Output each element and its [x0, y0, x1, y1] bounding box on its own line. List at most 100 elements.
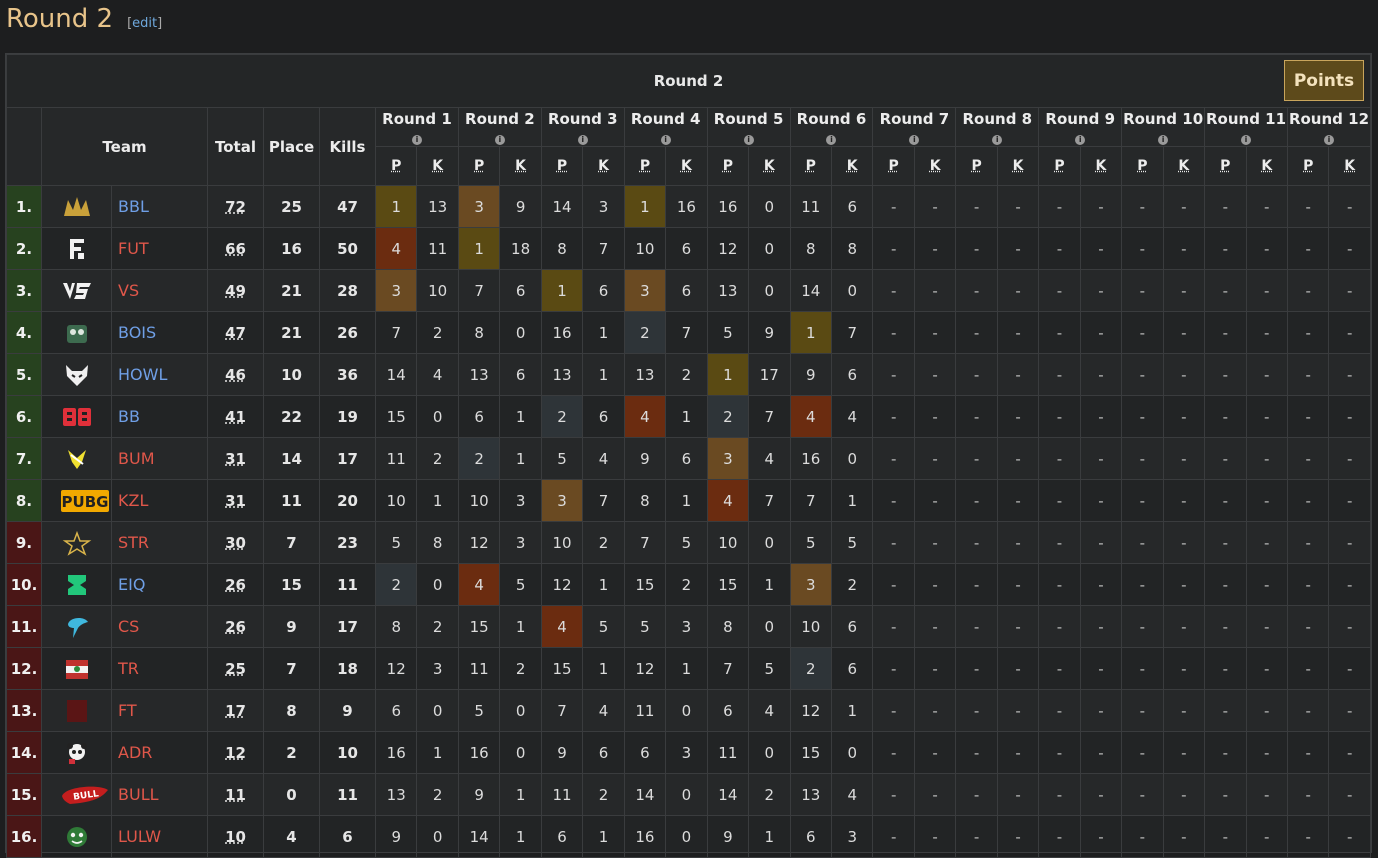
- kills-points-cell: -: [913, 185, 957, 228]
- kills-points-cell: -: [1079, 605, 1123, 648]
- placement-cell: 3: [374, 269, 418, 312]
- kills-points-cell: -: [1245, 731, 1288, 774]
- placement-cell: 2: [457, 437, 501, 480]
- info-icon[interactable]: i: [1323, 135, 1334, 145]
- placement-cell: 8: [540, 227, 584, 270]
- kills-points-cell: 2: [416, 773, 459, 816]
- team-name[interactable]: CS: [111, 605, 208, 648]
- kills-points-cell: -: [996, 731, 1040, 774]
- team-name[interactable]: BB: [111, 395, 208, 438]
- team-name[interactable]: FT: [111, 689, 208, 732]
- team-name[interactable]: STR: [111, 521, 208, 564]
- placement-points-header: P: [1204, 146, 1247, 186]
- placement-cell: 10: [374, 479, 418, 522]
- kills-points-cell: -: [913, 815, 957, 858]
- placement-cell: -: [1204, 269, 1247, 312]
- kills-cell: 47: [319, 185, 376, 228]
- placement-cell: 5: [623, 605, 667, 648]
- team-name[interactable]: HOWL: [111, 353, 208, 396]
- placement-points-header: P: [457, 146, 501, 186]
- kills-points-cell: -: [1162, 731, 1206, 774]
- round-header-label: Round 6: [796, 110, 867, 128]
- team-name[interactable]: BBL: [111, 185, 208, 228]
- info-icon[interactable]: i: [826, 135, 837, 145]
- total-header-label: Total: [215, 137, 256, 156]
- round-header: Round 6 i: [789, 107, 874, 147]
- kills-points-cell: 6: [499, 269, 542, 312]
- placement-cell: -: [1121, 269, 1164, 312]
- team-name[interactable]: BOIS: [111, 311, 208, 354]
- kills-points-cell: -: [913, 689, 957, 732]
- kills-points-cell: -: [913, 353, 957, 396]
- info-icon[interactable]: i: [743, 135, 754, 145]
- kills-points-cell: 0: [416, 395, 459, 438]
- placement-cell: -: [1204, 605, 1247, 648]
- placement-cell: -: [1286, 689, 1330, 732]
- kills-points-cell: -: [1328, 227, 1371, 270]
- place-cell: 11: [263, 479, 320, 522]
- placement-cell: 6: [540, 815, 584, 858]
- placement-cell: 15: [374, 395, 418, 438]
- team-name[interactable]: KZL: [111, 479, 208, 522]
- kills-points-cell: -: [913, 227, 957, 270]
- placement-cell: -: [1038, 227, 1081, 270]
- placement-cell: 12: [706, 227, 750, 270]
- team-name[interactable]: BUM: [111, 437, 208, 480]
- placement-cell: -: [1121, 773, 1164, 816]
- placement-cell: 14: [789, 269, 832, 312]
- total-header: Total: [207, 107, 264, 186]
- edit-link[interactable]: edit: [132, 16, 158, 31]
- info-icon[interactable]: i: [577, 135, 588, 145]
- placement-cell: 4: [789, 395, 832, 438]
- placement-cell: 4: [457, 563, 501, 606]
- kills-cell: 17: [319, 605, 376, 648]
- kills-points-cell: 2: [499, 647, 542, 690]
- kills-points-cell: -: [996, 815, 1040, 858]
- total-cell: 25: [207, 647, 264, 690]
- tr-logo: [60, 656, 94, 682]
- team-name[interactable]: FUT: [111, 227, 208, 270]
- kills-points-cell: -: [1162, 647, 1206, 690]
- table-row: 15. BULL BULL 11 0 11 13 2 9 1 11 2 14 0 14 2 13 4- - - - - - -…: [6, 773, 1371, 816]
- placement-cell: 14: [457, 815, 501, 858]
- kills-points-cell: 0: [748, 731, 791, 774]
- table-row: 14. ADR 12 2 10 16 1 16 0 9 6 6 3 11 0 15 0- - - - - - - - - - - -: [6, 731, 1371, 774]
- placement-cell: 15: [623, 563, 667, 606]
- table-row: 4. BOIS 47 21 26 7 2 8 0 16 1 2 7 5 9 1 7- - - - - - - - - - - -: [6, 311, 1371, 354]
- placement-cell: 5: [374, 521, 418, 564]
- rank-cell: 5.: [6, 353, 42, 396]
- placement-cell: 9: [623, 437, 667, 480]
- team-logo-cell: BULL: [41, 773, 112, 816]
- table-row: 5. HOWL 46 10 36 14 4 13 6 13 1 13 2 1 17 9 6- - - - - - - - - - -…: [6, 353, 1371, 396]
- placement-cell: 6: [457, 395, 501, 438]
- kills-points-cell: -: [1328, 815, 1371, 858]
- team-name[interactable]: EIQ: [111, 563, 208, 606]
- placement-cell: -: [872, 437, 915, 480]
- table-row: 16. LULW 10 4 6 9 0 14 1 6 1 16 0 9 1 6 3- - - - - - - - - - - -: [6, 815, 1371, 858]
- kills-cell: 28: [319, 269, 376, 312]
- info-icon[interactable]: i: [1158, 135, 1169, 145]
- info-icon[interactable]: i: [1075, 135, 1086, 145]
- info-icon[interactable]: i: [992, 135, 1003, 145]
- team-logo-cell: [41, 269, 112, 312]
- kills-points-cell: -: [1162, 227, 1206, 270]
- kill-points-header: K: [1079, 146, 1123, 186]
- info-icon[interactable]: i: [494, 135, 505, 145]
- team-name[interactable]: BULL: [111, 773, 208, 816]
- points-button[interactable]: Points: [1284, 60, 1364, 101]
- placement-cell: -: [955, 437, 998, 480]
- team-name[interactable]: ADR: [111, 731, 208, 774]
- kills-points-cell: 1: [582, 647, 625, 690]
- team-name[interactable]: TR: [111, 647, 208, 690]
- team-name[interactable]: VS: [111, 269, 208, 312]
- kills-points-cell: 8: [830, 227, 874, 270]
- placement-cell: 1: [540, 269, 584, 312]
- team-name[interactable]: LULW: [111, 815, 208, 858]
- info-icon[interactable]: i: [1241, 135, 1252, 145]
- kills-points-cell: 3: [416, 647, 459, 690]
- placement-cell: 12: [623, 647, 667, 690]
- kills-points-cell: -: [1162, 395, 1206, 438]
- info-icon[interactable]: i: [909, 135, 920, 145]
- info-icon[interactable]: i: [411, 135, 422, 145]
- info-icon[interactable]: i: [660, 135, 671, 145]
